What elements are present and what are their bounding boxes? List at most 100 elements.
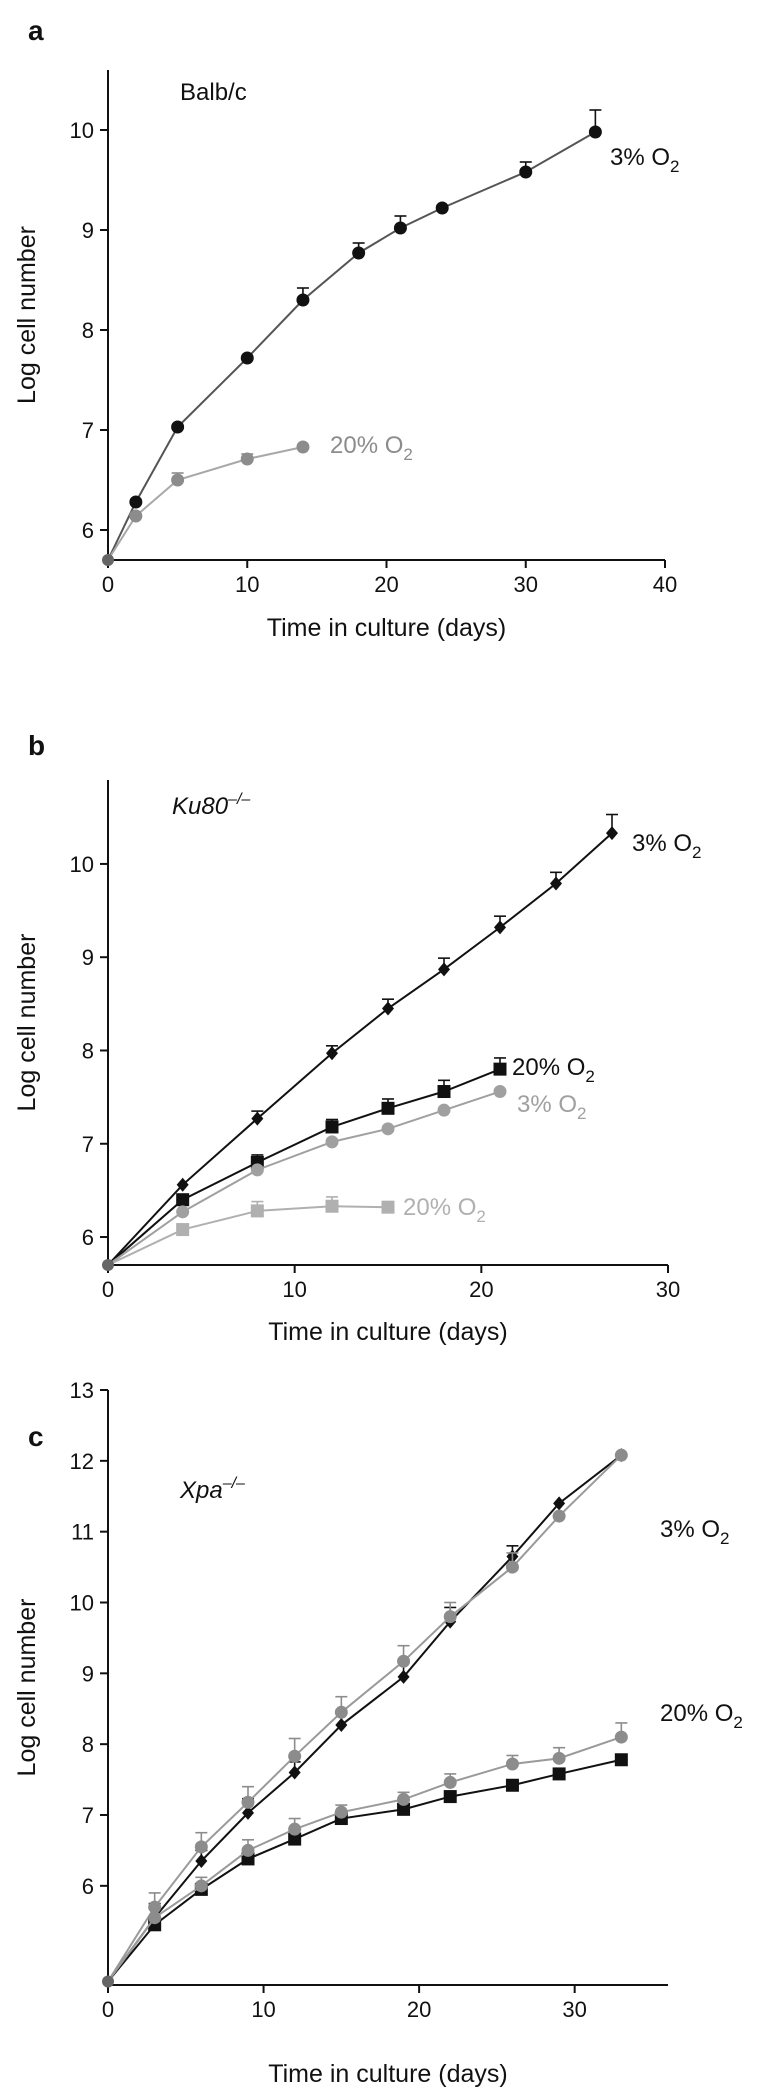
data-point	[288, 1765, 301, 1780]
series-label-main: 20% O	[403, 1194, 476, 1221]
data-point	[194, 1840, 208, 1854]
series-label: 20% O2	[403, 1194, 486, 1226]
y-tick-label: 7	[82, 418, 94, 443]
data-point	[614, 1730, 628, 1744]
data-point	[176, 1177, 189, 1192]
x-tick-label: 30	[562, 1997, 586, 2022]
y-tick-label: 6	[82, 1874, 94, 1899]
chart-panel-b: b 6 7 8 9 10 0 10 20 30 Time in culture (days) Log …	[13, 730, 702, 1346]
series-label: 20% O2	[512, 1054, 595, 1086]
data-point	[437, 1103, 451, 1117]
x-tick-label: 0	[102, 1997, 114, 2022]
series-1: 20% O2	[107, 432, 413, 561]
data-point	[176, 1205, 190, 1219]
y-tick-label: 10	[70, 852, 94, 877]
data-point	[437, 1085, 451, 1099]
series-label-subscript: 2	[577, 1104, 586, 1123]
x-tick-label: 20	[407, 1997, 431, 2022]
data-point	[250, 1204, 264, 1218]
chart-title-main: Balb/c	[180, 79, 247, 106]
data-point	[397, 1669, 410, 1684]
series-3: 20% O2	[107, 1194, 486, 1266]
series-0: 3% O2	[107, 1448, 730, 1983]
series-label-main: 20% O	[330, 432, 403, 459]
series-label: 20% O2	[660, 1700, 743, 1732]
series-label-subscript: 2	[692, 843, 701, 862]
data-point	[494, 920, 506, 935]
data-point	[325, 1135, 339, 1149]
data-point	[397, 1802, 411, 1816]
series-label: 3% O2	[632, 830, 702, 862]
series-label-subscript: 2	[720, 1529, 729, 1548]
series-label-main: 20% O	[660, 1700, 733, 1727]
data-point	[171, 473, 185, 487]
chart-title-main: Xpa	[179, 1477, 223, 1504]
data-point	[195, 1854, 208, 1869]
data-point	[381, 1101, 395, 1115]
data-point	[325, 1199, 339, 1213]
data-point	[505, 1778, 519, 1792]
data-point	[438, 962, 450, 977]
data-point	[194, 1879, 208, 1893]
y-axis-label: Log cell number	[13, 934, 41, 1112]
data-point	[519, 165, 533, 179]
data-point	[242, 1805, 254, 1820]
y-tick-label: 7	[82, 1132, 94, 1157]
data-point	[435, 201, 449, 215]
data-point	[334, 1705, 348, 1719]
data-point	[553, 1496, 566, 1511]
data-point	[129, 495, 143, 509]
y-tick-label: 13	[70, 1378, 94, 1403]
data-point	[326, 1046, 338, 1061]
y-tick-label: 9	[82, 945, 94, 970]
x-tick-label: 20	[469, 1277, 493, 1302]
origin-data-point	[102, 1975, 114, 1988]
x-tick-label: 10	[235, 572, 259, 597]
data-point	[352, 246, 366, 260]
chart-title: Balb/c	[180, 79, 247, 106]
y-tick-label: 12	[70, 1449, 94, 1474]
chart-panel-c: c 6 7 8 9 10 11 12 13 0 10 20 30 Time in culture (day…	[13, 1378, 743, 2088]
x-axis-label: Time in culture (days)	[268, 2060, 507, 2088]
series-label-subscript: 2	[476, 1207, 485, 1226]
data-point	[288, 1749, 302, 1763]
series-label: 3% O2	[610, 144, 680, 176]
chart-title: Xpa–/–	[179, 1475, 245, 1504]
panel-label: a	[28, 15, 44, 46]
data-point	[493, 1062, 507, 1076]
series-label: 20% O2	[330, 432, 413, 464]
series-line	[107, 1090, 501, 1266]
data-point	[397, 1792, 411, 1806]
series-label-subscript: 2	[585, 1067, 594, 1086]
series-label-subscript: 2	[670, 157, 679, 176]
data-point	[381, 1200, 395, 1214]
y-axis-label: Log cell number	[13, 1599, 41, 1777]
data-point	[241, 1795, 255, 1809]
data-point	[505, 1757, 519, 1771]
x-tick-label: 30	[656, 1277, 680, 1302]
data-point	[443, 1790, 457, 1804]
data-point	[550, 876, 562, 891]
data-point	[552, 1767, 566, 1781]
origin-data-point	[102, 554, 114, 566]
data-point	[588, 125, 602, 139]
data-point	[296, 440, 310, 454]
x-axis-label: Time in culture (days)	[268, 1318, 507, 1346]
series-3	[107, 1722, 628, 1983]
series-1: 20% O2	[107, 1054, 595, 1266]
series-line	[107, 1068, 501, 1266]
chart-panel-a: a 6 7 8 9 10 0 10 20 30 40 Time in culture (days) Lo…	[13, 15, 680, 642]
x-tick-label: 30	[514, 572, 538, 597]
y-tick-label: 6	[82, 518, 94, 543]
chart-title: Ku80–/–	[172, 791, 250, 820]
data-point	[443, 1610, 457, 1624]
y-tick-label: 9	[82, 218, 94, 243]
y-tick-label: 11	[71, 1520, 94, 1545]
data-point	[493, 1085, 507, 1099]
data-point	[614, 1448, 628, 1462]
data-point	[241, 1843, 255, 1857]
y-tick-label: 7	[82, 1803, 94, 1828]
data-point	[505, 1560, 519, 1574]
series-2: 3% O2	[107, 1085, 587, 1266]
